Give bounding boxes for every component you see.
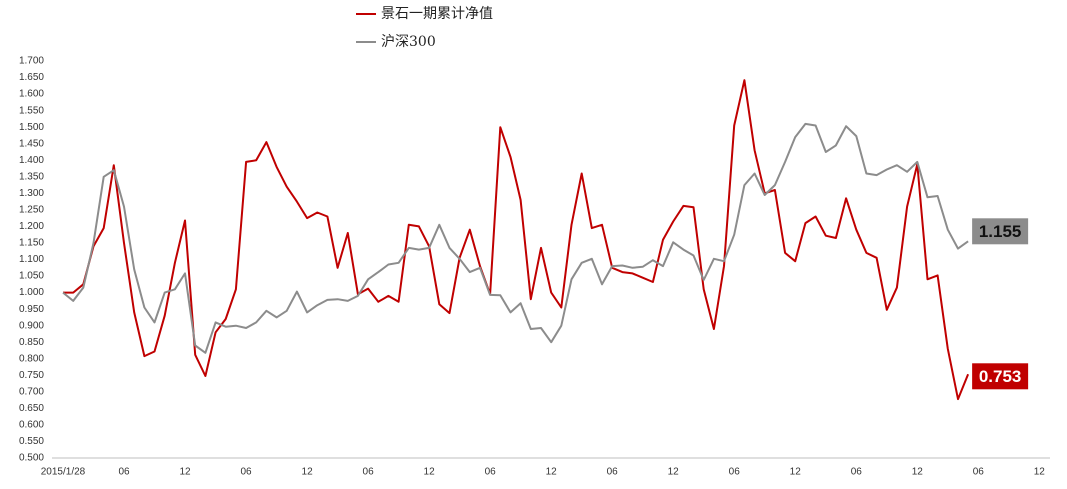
y-tick-label: 1.400 — [19, 155, 44, 166]
x-tick-label: 12 — [912, 467, 924, 478]
y-tick-label: 1.100 — [19, 254, 44, 265]
series-line — [62, 122, 969, 354]
x-tick-label: 06 — [973, 467, 985, 478]
y-tick-label: 0.950 — [19, 304, 44, 315]
y-tick-label: 1.700 — [19, 56, 44, 67]
end-label-box — [972, 363, 1029, 390]
y-tick-label: 1.150 — [19, 238, 44, 249]
x-tick-label: 2015/1/28 — [41, 467, 86, 478]
x-tick-label: 12 — [668, 467, 680, 478]
y-tick-label: 1.200 — [19, 221, 44, 232]
x-tick-label: 06 — [118, 467, 130, 478]
y-tick-label: 0.900 — [19, 320, 44, 331]
y-tick-label: 1.450 — [19, 138, 44, 149]
end-label: 0.753 — [979, 367, 1022, 386]
y-tick-label: 0.600 — [19, 420, 44, 431]
x-tick-label: 06 — [851, 467, 863, 478]
y-tick-label: 0.700 — [19, 386, 44, 397]
y-tick-label: 0.500 — [19, 453, 44, 464]
x-tick-label: 06 — [240, 467, 252, 478]
legend-label: 景石一期累计净值 — [381, 6, 493, 22]
y-tick-label: 0.550 — [19, 436, 44, 447]
x-tick-label: 12 — [546, 467, 558, 478]
x-tick-label: 06 — [607, 467, 619, 478]
y-tick-label: 0.850 — [19, 337, 44, 348]
y-tick-label: 0.750 — [19, 370, 44, 381]
x-tick-label: 06 — [485, 467, 497, 478]
y-tick-label: 0.650 — [19, 403, 44, 414]
x-tick-label: 12 — [790, 467, 802, 478]
y-tick-label: 1.550 — [19, 105, 44, 116]
y-tick-label: 1.350 — [19, 171, 44, 182]
y-tick-label: 1.500 — [19, 122, 44, 133]
x-tick-label: 12 — [179, 467, 191, 478]
y-tick-label: 1.250 — [19, 205, 44, 216]
end-label-box — [972, 218, 1029, 245]
x-tick-label: 06 — [729, 467, 741, 478]
y-tick-label: 1.300 — [19, 188, 44, 199]
y-tick-label: 0.800 — [19, 353, 44, 364]
x-tick-label: 12 — [424, 467, 436, 478]
y-tick-label: 1.650 — [19, 72, 44, 83]
end-label: 1.155 — [979, 222, 1022, 241]
x-tick-label: 06 — [363, 467, 375, 478]
y-tick-label: 1.600 — [19, 89, 44, 100]
x-tick-label: 12 — [302, 467, 314, 478]
y-tick-label: 1.000 — [19, 287, 44, 298]
y-tick-label: 1.050 — [19, 271, 44, 282]
legend-label: 沪深300 — [381, 34, 436, 50]
x-tick-label: 12 — [1034, 467, 1046, 478]
series-line — [63, 79, 970, 401]
